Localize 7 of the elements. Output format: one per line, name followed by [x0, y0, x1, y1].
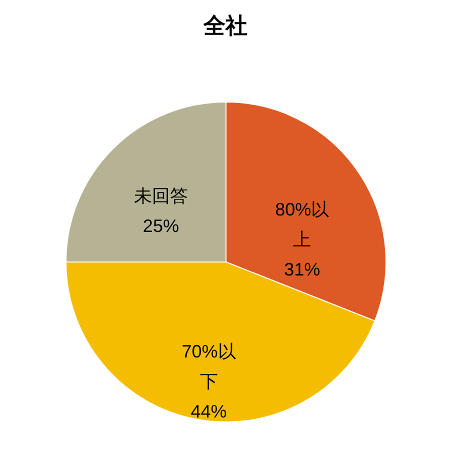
data-label: 25%: [142, 216, 179, 236]
slice-label: 80%以上: [275, 199, 330, 250]
chart-title: 全社: [202, 14, 248, 39]
data-label: 31%: [284, 259, 320, 280]
slice-label: 未回答: [134, 186, 188, 206]
data-label: 44%: [190, 401, 227, 422]
slice-label: 70%以下: [182, 341, 236, 392]
